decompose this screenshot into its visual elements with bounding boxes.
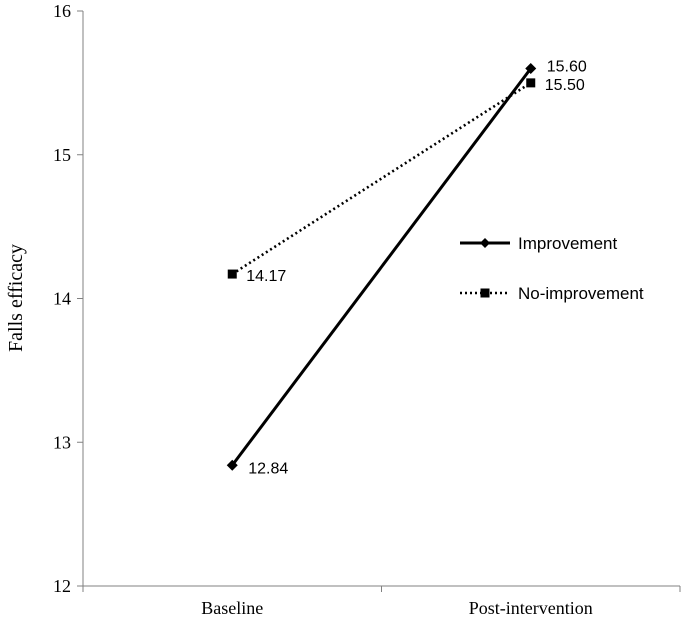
legend: Improvement No-improvement: [460, 234, 644, 303]
series-line: [231, 67, 532, 467]
data-label: 15.60: [547, 59, 587, 76]
series-no-improvement: 14.17 15.50: [227, 77, 585, 285]
y-tick-label: 13: [53, 432, 71, 452]
data-label: 14.17: [246, 268, 286, 285]
series-line: [231, 81, 532, 276]
series-layer: 12.84 15.60 14.17 15.50: [226, 59, 587, 477]
y-tick-label: 16: [53, 1, 71, 21]
data-label: 12.84: [248, 460, 288, 477]
y-tick-label: 12: [53, 576, 71, 596]
legend-marker: [480, 288, 490, 298]
x-tick-label: Post-intervention: [469, 598, 593, 618]
y-tick-label: 14: [53, 289, 71, 309]
legend-item: No-improvement: [460, 284, 644, 303]
data-label: 15.50: [545, 77, 585, 94]
data-point: [226, 459, 238, 471]
series-improvement: 12.84 15.60: [226, 59, 587, 477]
data-point: [227, 269, 237, 279]
legend-label: No-improvement: [518, 284, 644, 303]
y-tick-label: 15: [53, 145, 71, 165]
y-axis-label: Falls efficacy: [5, 244, 27, 352]
data-point: [525, 63, 537, 74]
x-tick-label: Baseline: [201, 598, 263, 618]
x-ticks: Baseline Post-intervention: [82, 586, 681, 618]
legend-marker: [480, 238, 490, 248]
data-point: [526, 78, 536, 88]
legend-label: Improvement: [518, 234, 617, 253]
y-ticks: 12 13 14 15 16: [53, 1, 83, 596]
axes: 12 13 14 15 16 Baseline Post-intervention: [53, 1, 681, 618]
legend-item: Improvement: [460, 234, 617, 253]
